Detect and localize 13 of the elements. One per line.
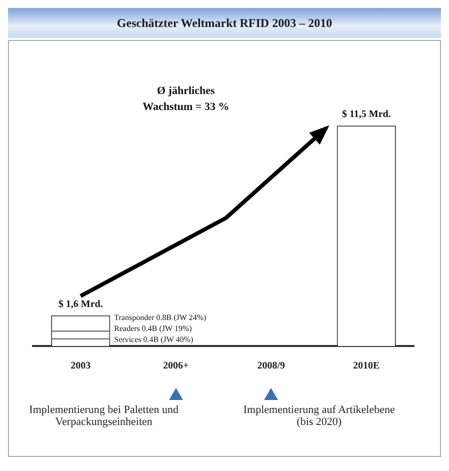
x-tick-label: 2010E (353, 360, 380, 372)
text: Readers 0.4B (JW 19%) (114, 324, 192, 334)
text: Transponder 0.8B (JW 24%) (114, 313, 206, 322)
text: Implementierung bei Paletten und Verpackungseinheiten (28, 404, 180, 428)
chart-title: Geschätzter Weltmarkt RFID 2003 – 2010 (8, 8, 441, 38)
x-tick-label: 2006+ (163, 360, 190, 372)
text: Implementierung auf Artikelebene (bis 2020) (242, 404, 396, 428)
x-tick-label: 2003 (70, 360, 91, 372)
x-tick-label: 2008/9 (257, 360, 286, 372)
text: Ø jährliches Wachstum = 33 % (142, 84, 230, 113)
data-label: $ 11,5 Mrd. (342, 109, 392, 120)
total-label: $ 1,6 Mrd. (58, 298, 104, 310)
text: Services 0.4B (JW 40%) (114, 335, 194, 344)
